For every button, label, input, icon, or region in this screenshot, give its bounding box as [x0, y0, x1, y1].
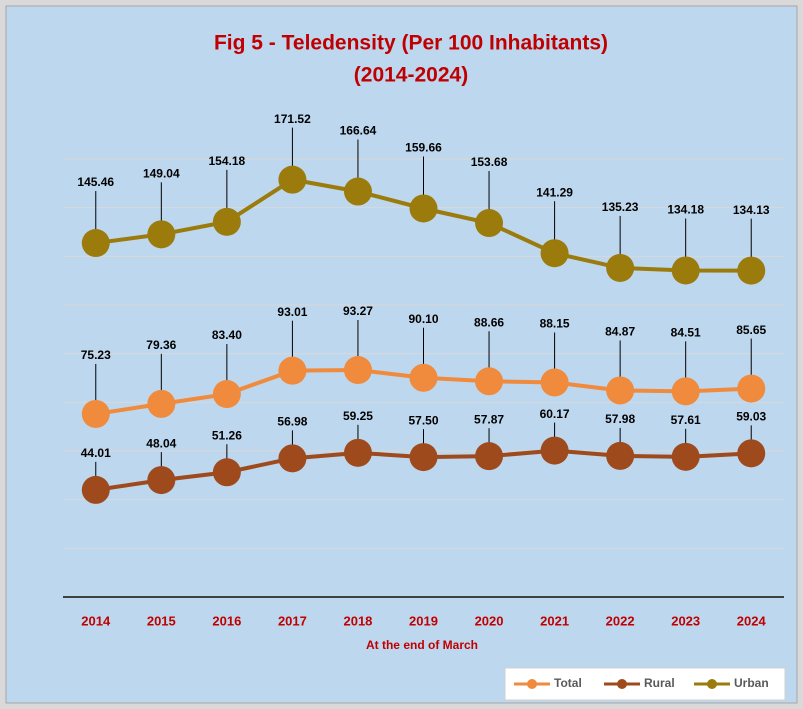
x-tick-label: 2023 [671, 613, 700, 628]
chart-subtitle: (2014-2024) [354, 64, 468, 87]
data-label: 84.51 [671, 326, 701, 340]
legend-label: Rural [644, 676, 675, 690]
data-label: 88.66 [474, 315, 504, 329]
marker [737, 439, 766, 468]
marker [737, 256, 766, 285]
marker [671, 377, 700, 406]
data-label: 134.18 [667, 203, 704, 217]
legend [504, 667, 786, 701]
data-label: 59.03 [736, 410, 766, 424]
marker [409, 363, 438, 392]
marker [409, 194, 438, 223]
marker [212, 458, 241, 487]
x-axis-title: At the end of March [366, 638, 478, 652]
marker [147, 389, 176, 418]
marker [147, 220, 176, 249]
x-tick-label: 2014 [81, 613, 111, 628]
data-label: 153.68 [471, 155, 508, 169]
data-label: 145.46 [77, 175, 114, 189]
marker [606, 253, 635, 282]
x-tick-label: 2022 [606, 613, 635, 628]
x-tick-label: 2020 [475, 613, 504, 628]
data-label: 93.27 [343, 304, 373, 318]
marker [212, 380, 241, 409]
marker [81, 229, 110, 258]
marker [540, 436, 569, 465]
x-tick-label: 2018 [343, 613, 372, 628]
data-label: 57.50 [408, 413, 438, 427]
data-label: 159.66 [405, 141, 442, 155]
legend-marker [617, 679, 627, 689]
x-tick-label: 2024 [737, 613, 767, 628]
data-label: 85.65 [736, 323, 766, 337]
legend-marker [707, 679, 717, 689]
marker [671, 256, 700, 285]
marker [671, 442, 700, 471]
marker [278, 356, 307, 385]
legend-label: Urban [734, 676, 769, 690]
data-label: 59.25 [343, 409, 373, 423]
x-tick-label: 2016 [212, 613, 241, 628]
data-label: 57.87 [474, 412, 504, 426]
marker [540, 368, 569, 397]
data-label: 93.01 [277, 305, 307, 319]
data-label: 149.04 [143, 167, 180, 181]
data-label: 135.23 [602, 200, 639, 214]
chart-area [5, 5, 798, 704]
marker [737, 374, 766, 403]
legend-marker [527, 679, 537, 689]
data-label: 57.61 [671, 413, 701, 427]
data-label: 154.18 [209, 154, 246, 168]
data-label: 88.15 [540, 317, 570, 331]
marker [278, 444, 307, 473]
marker [343, 438, 372, 467]
data-label: 84.87 [605, 325, 635, 339]
marker [278, 165, 307, 194]
marker [81, 399, 110, 428]
data-label: 60.17 [540, 407, 570, 421]
marker [343, 177, 372, 206]
data-label: 79.36 [146, 338, 176, 352]
data-label: 57.98 [605, 412, 635, 426]
chart-title: Fig 5 - Teledensity (Per 100 Inhabitants… [214, 32, 608, 55]
marker [343, 356, 372, 385]
x-tick-label: 2019 [409, 613, 438, 628]
data-label: 83.40 [212, 328, 242, 342]
data-label: 75.23 [81, 348, 111, 362]
x-tick-label: 2021 [540, 613, 569, 628]
data-label: 44.01 [81, 446, 111, 460]
data-label: 48.04 [146, 436, 176, 450]
x-tick-label: 2017 [278, 613, 307, 628]
x-tick-label: 2015 [147, 613, 176, 628]
data-label: 56.98 [277, 415, 307, 429]
data-label: 166.64 [340, 124, 377, 138]
data-label: 134.13 [733, 203, 770, 217]
data-label: 51.26 [212, 428, 242, 442]
marker [147, 466, 176, 495]
marker [475, 209, 504, 238]
marker [606, 441, 635, 470]
marker [409, 443, 438, 472]
data-label: 141.29 [536, 185, 573, 199]
marker [212, 207, 241, 236]
data-label: 90.10 [408, 312, 438, 326]
data-label: 171.52 [274, 112, 311, 126]
marker [475, 367, 504, 396]
legend-label: Total [554, 676, 582, 690]
marker [606, 376, 635, 405]
marker [475, 442, 504, 471]
marker [81, 475, 110, 504]
marker [540, 239, 569, 268]
